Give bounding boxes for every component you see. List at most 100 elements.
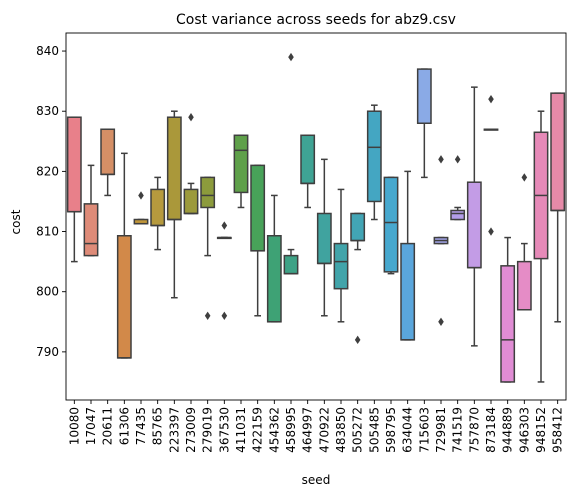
box-iqr — [450, 209, 466, 221]
box-85765 — [150, 176, 166, 251]
outlier-marker — [221, 221, 228, 230]
outlier-marker — [204, 311, 211, 320]
y-tick-label: 790 — [36, 345, 59, 359]
box-iqr — [350, 212, 366, 242]
box-411031 — [233, 134, 249, 209]
x-tick-label: 757870 — [467, 407, 481, 453]
x-tick-label: 61306 — [117, 407, 131, 445]
x-tick-label: 367530 — [217, 407, 231, 453]
box-iqr — [100, 128, 116, 176]
box-757870 — [466, 86, 482, 347]
outlier-marker — [438, 317, 444, 326]
box-iqr — [66, 116, 82, 213]
x-tick-label: 85765 — [151, 407, 165, 445]
box-iqr — [150, 188, 166, 227]
box-279019 — [200, 176, 216, 320]
box-505485 — [366, 104, 382, 221]
plot-area — [66, 52, 566, 383]
outlier-marker — [288, 52, 294, 62]
box-iqr — [283, 254, 299, 275]
y-axis-label: cost — [9, 209, 23, 234]
box-iqr — [516, 260, 532, 311]
box-77435 — [133, 191, 149, 225]
x-tick-label: 279019 — [201, 407, 215, 453]
y-tick-label: 830 — [36, 104, 59, 118]
box-948152 — [533, 110, 549, 383]
box-464997 — [300, 134, 316, 209]
x-axis: 10080 17047 20611 61306 77435 85765 223397 2730… — [67, 400, 565, 453]
box-iqr — [500, 265, 516, 383]
box-10080 — [66, 116, 82, 263]
box-715603 — [416, 68, 432, 179]
box-iqr — [466, 181, 482, 269]
x-tick-label: 729981 — [434, 407, 448, 453]
y-tick-label: 840 — [36, 44, 59, 58]
box-iqr — [300, 134, 316, 185]
box-iqr — [333, 242, 349, 290]
box-729981 — [433, 155, 449, 326]
box-61306 — [116, 152, 132, 359]
box-iqr — [550, 92, 566, 212]
x-tick-label: 464997 — [301, 407, 315, 453]
x-tick-label: 470922 — [317, 407, 331, 453]
outlier-marker — [454, 155, 461, 164]
x-tick-label: 873184 — [484, 407, 498, 453]
box-741519 — [450, 155, 466, 221]
x-tick-label: 77435 — [134, 407, 148, 445]
x-tick-label: 10080 — [67, 407, 81, 445]
box-iqr — [233, 134, 249, 194]
x-tick-label: 20611 — [101, 407, 115, 445]
x-tick-label: 946303 — [517, 407, 531, 453]
box-483850 — [333, 188, 349, 323]
box-944889 — [500, 236, 516, 383]
box-iqr — [400, 242, 416, 341]
outlier-marker — [488, 94, 494, 104]
outlier-marker — [221, 311, 228, 320]
box-367530 — [216, 221, 232, 320]
box-946303 — [516, 173, 532, 311]
box-iqr — [116, 235, 132, 359]
y-tick-label: 810 — [36, 225, 59, 239]
x-tick-label: 634044 — [401, 407, 415, 453]
y-tick-label: 800 — [36, 285, 59, 299]
box-958412 — [550, 92, 566, 323]
x-tick-label: 505272 — [351, 407, 365, 453]
x-tick-label: 483850 — [334, 407, 348, 453]
x-tick-label: 715603 — [417, 407, 431, 453]
box-iqr — [166, 116, 182, 221]
box-iqr — [416, 68, 432, 124]
y-axis: 790 800 810 820 830 840 — [36, 44, 66, 359]
x-axis-label: seed — [302, 473, 331, 487]
box-422159 — [250, 164, 266, 317]
box-454362 — [266, 194, 282, 323]
box-223397 — [166, 110, 182, 299]
box-iqr — [316, 212, 332, 265]
x-tick-label: 458995 — [284, 407, 298, 453]
box-273009 — [183, 113, 199, 215]
box-598795 — [383, 176, 399, 275]
x-tick-label: 411031 — [234, 407, 248, 453]
plot-frame — [65, 32, 567, 401]
box-iqr — [266, 235, 282, 323]
box-20611 — [100, 128, 116, 197]
outlier-marker — [188, 113, 194, 122]
x-tick-label: 505485 — [367, 407, 381, 453]
x-tick-label: 422159 — [251, 407, 265, 453]
box-505272 — [350, 212, 366, 345]
box-iqr — [200, 176, 216, 209]
outlier-marker — [488, 227, 494, 236]
box-iqr — [250, 164, 266, 252]
x-tick-label: 223397 — [167, 407, 181, 453]
outlier-marker — [354, 335, 361, 345]
x-tick-label: 958412 — [551, 407, 565, 453]
outlier-marker — [138, 191, 144, 200]
x-tick-label: 741519 — [451, 407, 465, 453]
x-tick-label: 454362 — [267, 407, 281, 453]
outlier-marker — [438, 155, 444, 164]
y-tick-label: 820 — [36, 164, 59, 178]
box-17047 — [83, 164, 99, 257]
x-tick-label: 948152 — [534, 407, 548, 453]
chart-title: Cost variance across seeds for abz9.csv — [176, 12, 456, 28]
outlier-marker — [521, 173, 528, 182]
box-iqr — [183, 188, 199, 215]
